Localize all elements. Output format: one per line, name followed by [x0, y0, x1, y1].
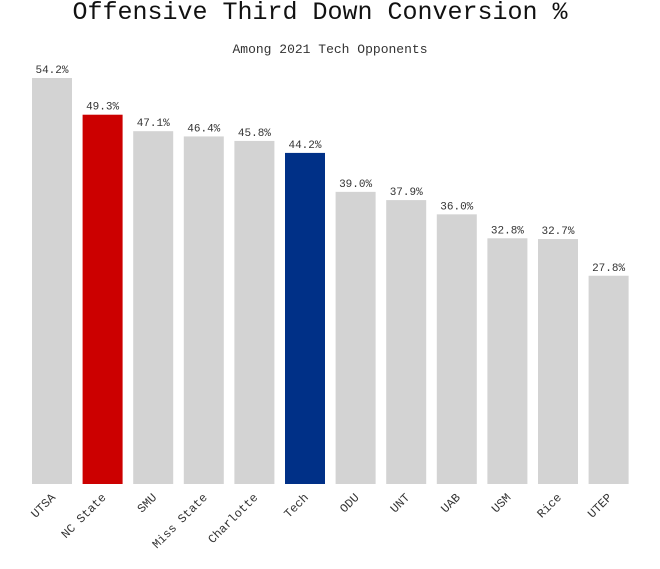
bar-miss-state — [183, 136, 224, 484]
value-label: 37.9% — [390, 187, 423, 199]
x-tick-label: Charlotte — [205, 491, 261, 547]
value-label: 32.8% — [491, 225, 524, 237]
bar-uab — [436, 214, 477, 485]
chart-title: Offensive Third Down Conversion % — [72, 0, 568, 27]
x-tick-label: Rice — [535, 491, 565, 521]
chart-subtitle: Among 2021 Tech Opponents — [232, 42, 428, 57]
bar-usm — [487, 238, 528, 484]
value-label: 44.2% — [288, 140, 321, 152]
value-label: 54.2% — [35, 65, 68, 77]
x-tick-label: NC State — [59, 491, 110, 542]
value-label: 39.0% — [339, 179, 372, 191]
value-label: 32.7% — [541, 226, 574, 238]
x-tick-label: UTSA — [29, 490, 60, 521]
x-tick-label: UNT — [388, 491, 413, 516]
bar-odu — [335, 191, 376, 484]
value-label: 46.4% — [187, 123, 220, 135]
bar-tech — [285, 152, 325, 484]
bar-nc-state — [82, 114, 123, 484]
bar-utsa — [32, 78, 72, 484]
value-label: 49.3% — [86, 102, 119, 114]
bar-utep — [588, 275, 629, 484]
x-tick-label: ODU — [337, 491, 362, 516]
value-label: 45.8% — [238, 128, 271, 140]
x-tick-label: SMU — [135, 491, 160, 516]
x-tick-label: UTEP — [585, 491, 615, 521]
value-label: 27.8% — [592, 263, 625, 275]
bar-rice — [538, 239, 578, 484]
value-label: 36.0% — [440, 201, 473, 213]
value-label: 47.1% — [137, 118, 170, 130]
x-tick-label: Tech — [282, 491, 312, 521]
bar-smu — [133, 131, 174, 484]
bar-unt — [386, 200, 427, 485]
x-tick-label: UAB — [438, 491, 463, 516]
x-tick-label: USM — [489, 491, 514, 516]
bar-charlotte — [234, 140, 275, 484]
